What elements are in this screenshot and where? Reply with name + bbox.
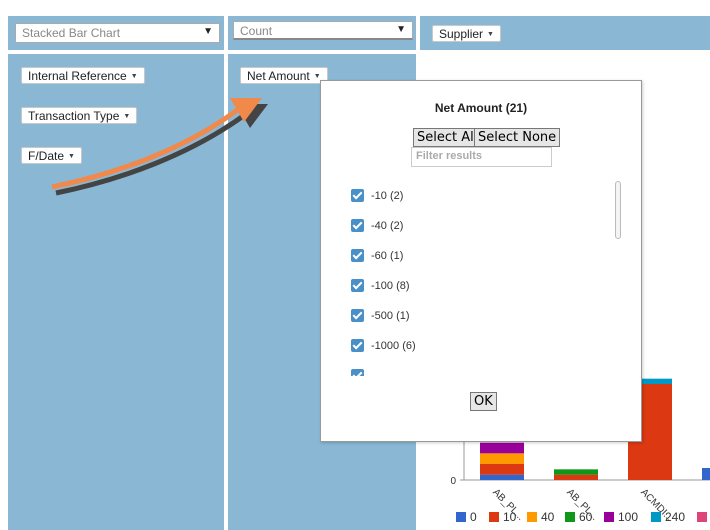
legend-label: 60 (579, 510, 592, 524)
bar-segment-0[interactable] (480, 475, 524, 480)
filter-item-label: -100 (8) (371, 280, 410, 292)
checkbox-checked-icon[interactable] (351, 249, 364, 262)
filter-item-label: -1000 (6) (371, 340, 416, 352)
legend-swatch (527, 512, 537, 522)
checkbox-checked-icon[interactable] (351, 219, 364, 232)
checkbox-checked-icon[interactable] (351, 369, 364, 376)
checkbox-checked-icon[interactable] (351, 309, 364, 322)
filter-popup: Net Amount (21) Select All Select None F… (320, 80, 642, 442)
select-all-button[interactable]: Select All (413, 128, 481, 147)
legend-swatch (604, 512, 614, 522)
filter-item-label: -500 (1) (371, 310, 410, 322)
bar-segment-100[interactable] (480, 443, 524, 454)
legend-label: 10 (503, 510, 516, 524)
bar-segment-partial[interactable] (702, 468, 710, 480)
legend-item[interactable] (697, 510, 710, 524)
checkbox-checked-icon[interactable] (351, 189, 364, 202)
legend-item[interactable]: 0 (456, 510, 477, 524)
legend-item[interactable]: 10 (489, 510, 516, 524)
checkbox-checked-icon[interactable] (351, 279, 364, 292)
legend-item[interactable]: 40 (527, 510, 554, 524)
bar-segment-40[interactable] (480, 453, 524, 464)
checkbox-checked-icon[interactable] (351, 339, 364, 352)
legend-label: 100 (618, 510, 638, 524)
bar-segment-10[interactable] (554, 475, 598, 480)
legend-label: 0 (470, 510, 477, 524)
filter-item-label: -60 (1) (371, 250, 403, 262)
filter-item-label: -40 (2) (371, 220, 403, 232)
list-scrollbar[interactable] (615, 181, 621, 239)
bar-segment-10[interactable] (480, 464, 524, 475)
legend-swatch (651, 512, 661, 522)
ok-button[interactable]: OK (470, 392, 497, 411)
legend-label: 240 (665, 510, 685, 524)
legend-swatch (456, 512, 466, 522)
select-none-button[interactable]: Select None (474, 128, 560, 147)
legend-item[interactable]: 240 (651, 510, 685, 524)
filter-value-list: -10 (2) -40 (2) -60 (1) -100 (8) -500 (1… (351, 181, 623, 376)
legend-swatch (565, 512, 575, 522)
filter-item-label: -10 (2) (371, 190, 403, 202)
legend-swatch (697, 512, 707, 522)
legend-label: 40 (541, 510, 554, 524)
legend-item[interactable]: 60 (565, 510, 592, 524)
filter-results-input[interactable]: Filter results (411, 147, 552, 167)
legend-item[interactable]: 100 (604, 510, 638, 524)
y-tick-label: 0 (450, 476, 456, 487)
bar-segment-60[interactable] (554, 469, 598, 474)
popup-title: Net Amount (21) (321, 101, 641, 115)
legend-swatch (489, 512, 499, 522)
